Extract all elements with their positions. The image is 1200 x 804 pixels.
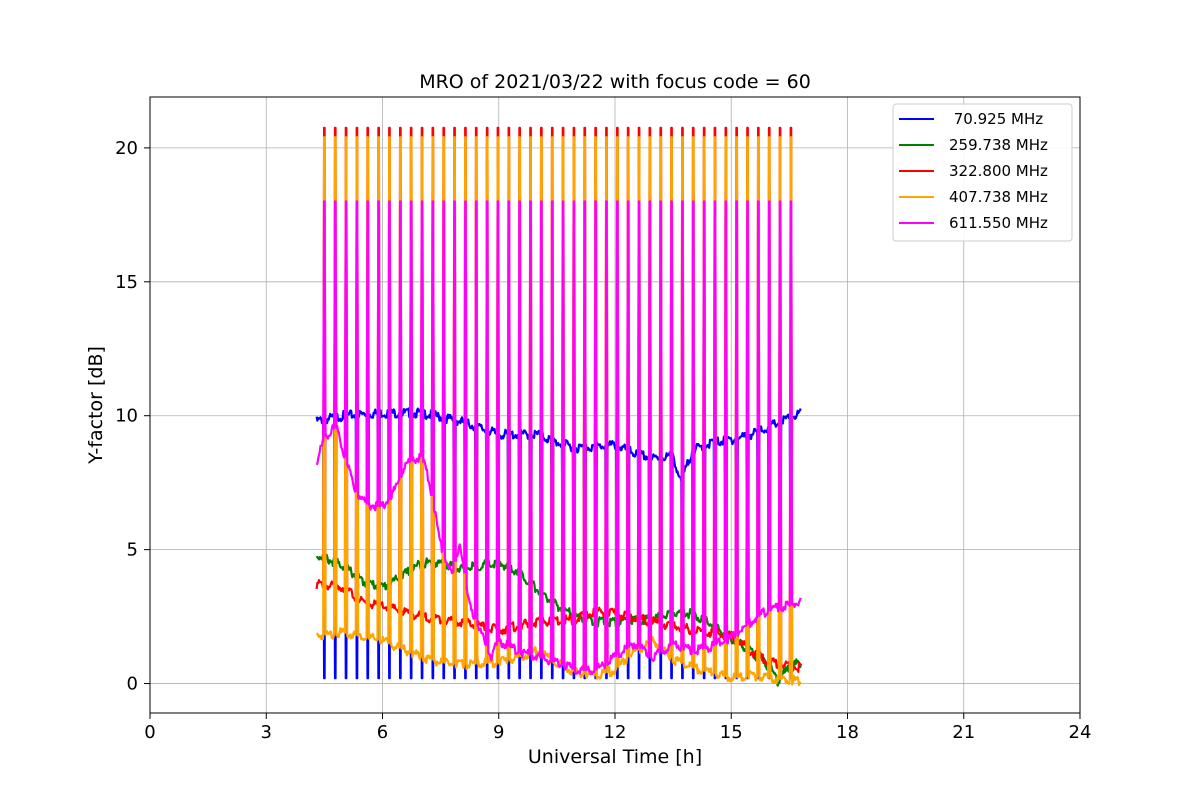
series-line	[315, 200, 802, 676]
series-line	[315, 407, 802, 680]
x-tick-label: 21	[952, 722, 975, 743]
series-line	[315, 553, 803, 687]
legend-entry-label: 70.925 MHz	[949, 110, 1043, 128]
series-layer	[315, 126, 803, 687]
x-tick-label: 24	[1069, 722, 1092, 743]
x-tick-label: 6	[377, 722, 388, 743]
legend-entry-label: 259.738 MHz	[949, 136, 1048, 154]
x-tick-label: 12	[604, 722, 627, 743]
y-tick-label: 15	[115, 272, 138, 293]
x-tick-label: 15	[720, 722, 743, 743]
tick-layer: 0 3 6 9 12 15 18 21 24 0 5 10 15 20	[115, 138, 1091, 743]
legend-entry-label: 322.800 MHz	[949, 162, 1048, 180]
y-axis-label: Y-factor [dB]	[85, 346, 107, 465]
y-tick-label: 5	[127, 540, 138, 561]
legend: 70.925 MHz 259.738 MHz 322.800 MHz 407.738 …	[892, 103, 1073, 242]
x-tick-label: 0	[144, 722, 155, 743]
x-axis-label: Universal Time [h]	[528, 746, 702, 768]
x-tick-label: 3	[261, 722, 272, 743]
y-tick-label: 20	[115, 138, 138, 159]
legend-entry-label: 407.738 MHz	[949, 188, 1048, 206]
legend-box	[892, 103, 1073, 242]
legend-entry-label: 611.550 MHz	[949, 214, 1048, 232]
y-tick-label: 0	[127, 674, 138, 695]
chart-title: MRO of 2021/03/22 with focus code = 60	[419, 71, 811, 93]
x-tick-label: 18	[836, 722, 859, 743]
x-tick-label: 9	[493, 722, 504, 743]
y-tick-label: 10	[115, 406, 138, 427]
series-line	[315, 126, 802, 673]
